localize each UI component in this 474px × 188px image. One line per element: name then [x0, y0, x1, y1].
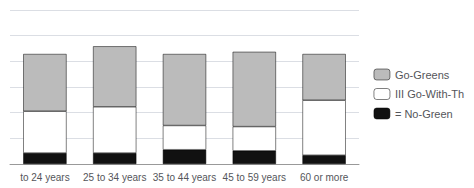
svg-text:25 to 34 years: 25 to 34 years [83, 172, 146, 183]
svg-text:= No-Green: = No-Green [395, 108, 453, 120]
svg-text:to 24 years: to 24 years [20, 172, 69, 183]
svg-text:35 to 44 years: 35 to 44 years [153, 172, 216, 183]
svg-text:Go-Greens: Go-Greens [395, 69, 450, 81]
svg-text:60 or more: 60 or more [300, 172, 349, 183]
svg-text:45 to 59 years: 45 to 59 years [223, 172, 286, 183]
svg-text:III Go-With-Th: III Go-With-Th [395, 88, 464, 100]
